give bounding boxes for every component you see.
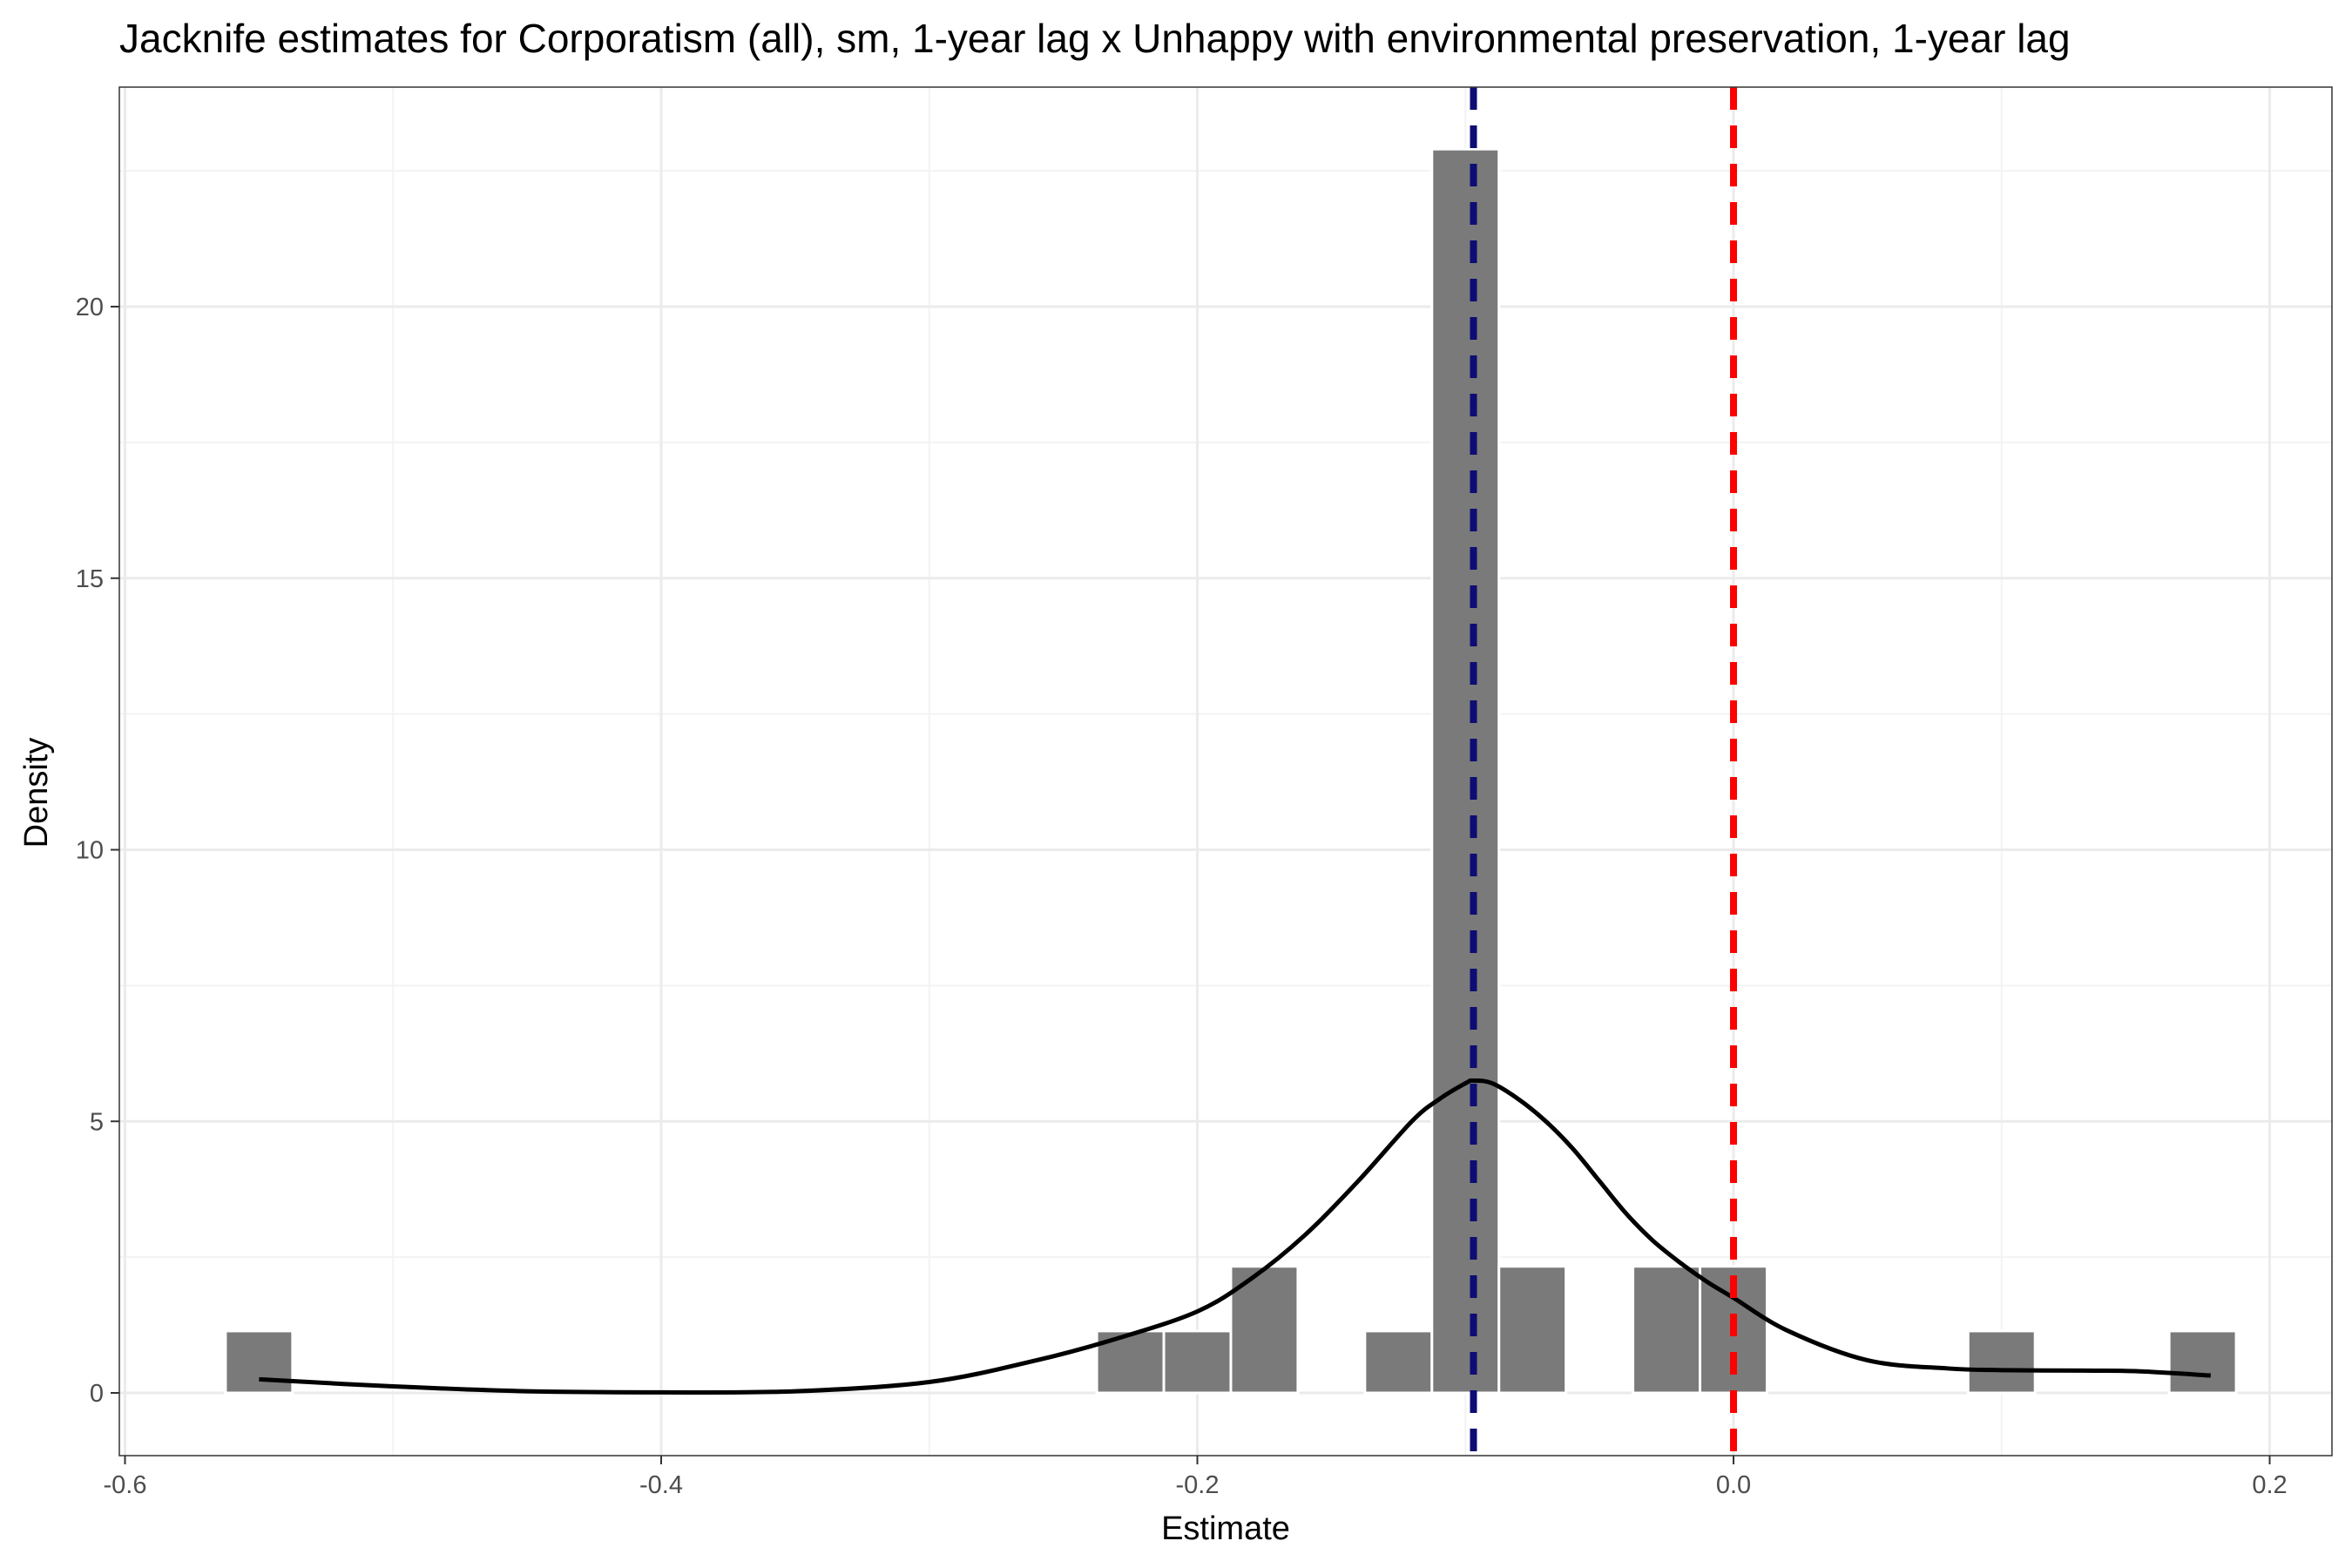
- chart-title: Jacknife estimates for Corporatism (all)…: [119, 16, 2071, 61]
- x-tick-label: 0.2: [2252, 1471, 2287, 1499]
- histogram-bar: [1632, 1265, 1702, 1395]
- density-curve-line: [259, 1078, 2211, 1396]
- y-tick-label: 20: [76, 294, 104, 321]
- histogram-bar: [1363, 1329, 1434, 1395]
- x-tick-label: 0.0: [1716, 1471, 1751, 1499]
- histogram-bar: [224, 1329, 294, 1395]
- histogram-bar: [1095, 1329, 1166, 1395]
- y-tick-label: 15: [76, 565, 104, 593]
- y-axis-title: Density: [18, 738, 55, 848]
- y-tick-label: 10: [76, 837, 104, 865]
- x-tick-label: -0.4: [639, 1471, 683, 1499]
- histogram-bar: [1497, 1265, 1568, 1395]
- density-curve: [259, 1078, 2211, 1396]
- histogram-bar: [2167, 1329, 2238, 1395]
- histogram-bar: [1966, 1329, 2037, 1395]
- y-tick-label: 0: [90, 1380, 104, 1408]
- panel-border: [118, 86, 2333, 1456]
- x-axis: -0.6 -0.4 -0.2 0.0 0.2: [104, 1456, 2288, 1499]
- reference-lines: [1470, 87, 1737, 1456]
- x-tick-label: -0.2: [1176, 1471, 1220, 1499]
- histogram-bars: [224, 147, 2238, 1395]
- x-axis-title: Estimate: [1161, 1511, 1290, 1547]
- grid-lines: [119, 87, 2332, 1456]
- y-axis: 0 5 10 15 20: [76, 294, 119, 1408]
- histogram-bar: [1430, 147, 1501, 1395]
- x-tick-label: -0.6: [104, 1471, 147, 1499]
- histogram-bar: [1162, 1329, 1233, 1395]
- y-tick-label: 5: [90, 1108, 104, 1136]
